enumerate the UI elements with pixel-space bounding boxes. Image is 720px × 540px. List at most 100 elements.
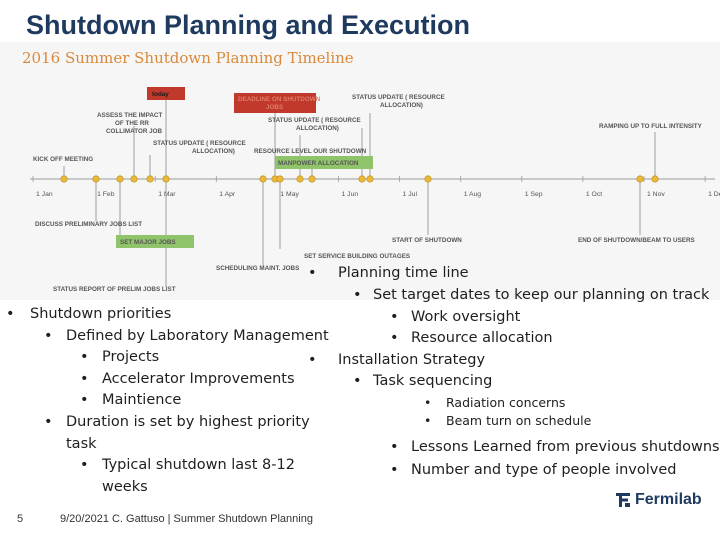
- bullet-text: weeks: [102, 479, 148, 495]
- assess-label-3: COLLIMATOR JOB: [106, 128, 163, 135]
- slide-title: Shutdown Planning and Execution: [26, 10, 470, 40]
- discuss-label: DISCUSS PRELIMINARY JOBS LIST: [35, 221, 142, 228]
- bullet-item: • Radiation concerns: [424, 395, 566, 410]
- month-label: 1 Aug: [464, 191, 482, 198]
- bullet-item: task: [66, 436, 97, 452]
- bullet-item: • Duration is set by highest priority: [44, 414, 310, 430]
- bullet-text: Maintience: [102, 392, 182, 408]
- bullet-text: Typical shutdown last 8-12: [102, 457, 295, 473]
- bullet-text: Resource allocation: [411, 330, 553, 346]
- bullet-dot: •: [390, 462, 399, 478]
- deadline-tag-line2: JOBS: [266, 104, 283, 111]
- status-update-3-line1: STATUS UPDATE ( RESOURCE: [268, 117, 361, 124]
- bullet-text: Work oversight: [411, 309, 521, 325]
- bullet-item: • Set target dates to keep our planning o…: [353, 287, 710, 303]
- bullet-text: Duration is set by highest priority: [66, 414, 310, 430]
- bullet-text: Lessons Learned from previous shutdowns: [411, 439, 720, 455]
- status-update-1-line1: STATUS UPDATE ( RESOURCE: [153, 140, 246, 147]
- bullet-item: weeks: [102, 479, 148, 495]
- assess-label-2: OF THE RR: [115, 120, 149, 127]
- bullet-dot: •: [44, 414, 53, 430]
- bullet-text: Shutdown priorities: [30, 306, 172, 322]
- bullet-dot: •: [6, 306, 15, 322]
- bullet-item: • Maintience: [80, 392, 182, 408]
- bullet-item: • Defined by Laboratory Management: [44, 328, 329, 344]
- today-tag: [147, 87, 185, 100]
- end-shutdown-label: END OF SHUTDOWN/BEAM TO USERS: [578, 237, 695, 244]
- deadline-tag-line1: DEADLINE ON SHUTDOWN: [238, 96, 321, 103]
- month-label: 1 May: [280, 191, 299, 198]
- bullet-text: Planning time line: [338, 265, 469, 281]
- month-label: 1 Nov: [647, 191, 665, 198]
- month-label: 1 Mar: [158, 191, 176, 198]
- timeline-title: 2016 Summer Shutdown Planning Timeline: [22, 49, 354, 67]
- set-major-tag: [116, 235, 194, 248]
- bullet-text: Projects: [102, 349, 160, 365]
- start-shutdown-label: START OF SHUTDOWN: [392, 237, 462, 244]
- month-label: 1 Dec: [708, 191, 720, 198]
- scheduling-label: SCHEDULING MAINT. JOBS: [216, 265, 299, 272]
- bullet-dot: •: [424, 413, 432, 428]
- bullet-text: Number and type of people involved: [411, 462, 677, 478]
- bullet-item: • Installation Strategy: [308, 352, 486, 368]
- bullet-text: Radiation concerns: [446, 395, 566, 410]
- bullet-item: • Accelerator Improvements: [80, 371, 295, 387]
- bullet-item: • Resource allocation: [390, 330, 553, 346]
- bullet-item: • Typical shutdown last 8-12: [80, 457, 295, 473]
- logo-text: Fermilab: [635, 491, 702, 508]
- page-number: 5: [17, 513, 24, 525]
- bullet-text: Accelerator Improvements: [102, 371, 295, 387]
- deadline-tag: [234, 93, 316, 113]
- status-update-2-line1: STATUS UPDATE ( RESOURCE: [352, 94, 445, 101]
- bullet-item: • Beam turn on schedule: [424, 413, 591, 428]
- month-label: 1 Apr: [219, 191, 236, 198]
- bullet-item: • Planning time line: [308, 265, 469, 281]
- ramping-up-label: RAMPING UP TO FULL INTENSITY: [599, 123, 703, 130]
- month-label: 1 Feb: [97, 191, 115, 198]
- assess-label-1: ASSESS THE IMPACT: [97, 112, 162, 119]
- bullet-dot: •: [390, 330, 399, 346]
- fermilab-logo: Fermilab: [615, 491, 702, 509]
- today-tag-label: today: [152, 91, 169, 98]
- bullet-text: task: [66, 436, 97, 452]
- bullet-text: Task sequencing: [373, 373, 493, 389]
- status-update-3-line2: ALLOCATION): [296, 125, 339, 132]
- bullet-item: • Task sequencing: [353, 373, 493, 389]
- month-label: 1 Oct: [586, 191, 602, 198]
- fermilab-logo-icon: [616, 493, 630, 507]
- bullet-dot: •: [353, 287, 362, 303]
- bullet-dot: •: [80, 371, 89, 387]
- manpower-tag: [275, 156, 373, 169]
- bullet-dot: •: [308, 352, 317, 368]
- service-building-label: SET SERVICE BUILDING OUTAGES: [304, 253, 410, 260]
- status-report-label: STATUS REPORT OF PRELIM JOBS LIST: [53, 286, 176, 293]
- timeline-image: 2016 Summer Shutdown Planning Timeline 1…: [0, 42, 720, 300]
- bullet-item: • Work oversight: [390, 309, 521, 325]
- footer-text: 9/20/2021 C. Gattuso | Summer Shutdown P…: [60, 513, 313, 525]
- bullet-dot: •: [308, 265, 317, 281]
- month-label: 1 Jun: [342, 191, 359, 198]
- bullet-text: Set target dates to keep our planning on…: [373, 287, 710, 303]
- bullet-dot: •: [424, 395, 432, 410]
- bullet-dot: •: [80, 457, 89, 473]
- bullet-item: • Lessons Learned from previous shutdowns: [390, 439, 720, 455]
- manpower-label: MANPOWER ALLOCATION: [278, 160, 359, 167]
- month-label: 1 Jan: [36, 191, 53, 198]
- kick-off-label: KICK OFF MEETING: [33, 156, 93, 163]
- bullet-dot: •: [390, 439, 399, 455]
- bullet-item: • Projects: [80, 349, 160, 365]
- month-label: 1 Sep: [525, 191, 543, 198]
- bullet-dot: •: [44, 328, 53, 344]
- resource-level-label: RESOURCE LEVEL OUR SHUTDOWN: [254, 148, 367, 155]
- status-update-2-line2: ALLOCATION): [380, 102, 423, 109]
- bullet-item: • Shutdown priorities: [6, 306, 172, 322]
- status-update-1-line2: ALLOCATION): [192, 148, 235, 155]
- bullet-dot: •: [390, 309, 399, 325]
- bullet-dot: •: [353, 373, 362, 389]
- bullet-text: Defined by Laboratory Management: [66, 328, 329, 344]
- bullet-text: Installation Strategy: [338, 352, 486, 368]
- bullet-dot: •: [80, 349, 89, 365]
- month-label: 1 Jul: [403, 191, 418, 198]
- bullet-dot: •: [80, 392, 89, 408]
- bullet-item: • Number and type of people involved: [390, 462, 677, 478]
